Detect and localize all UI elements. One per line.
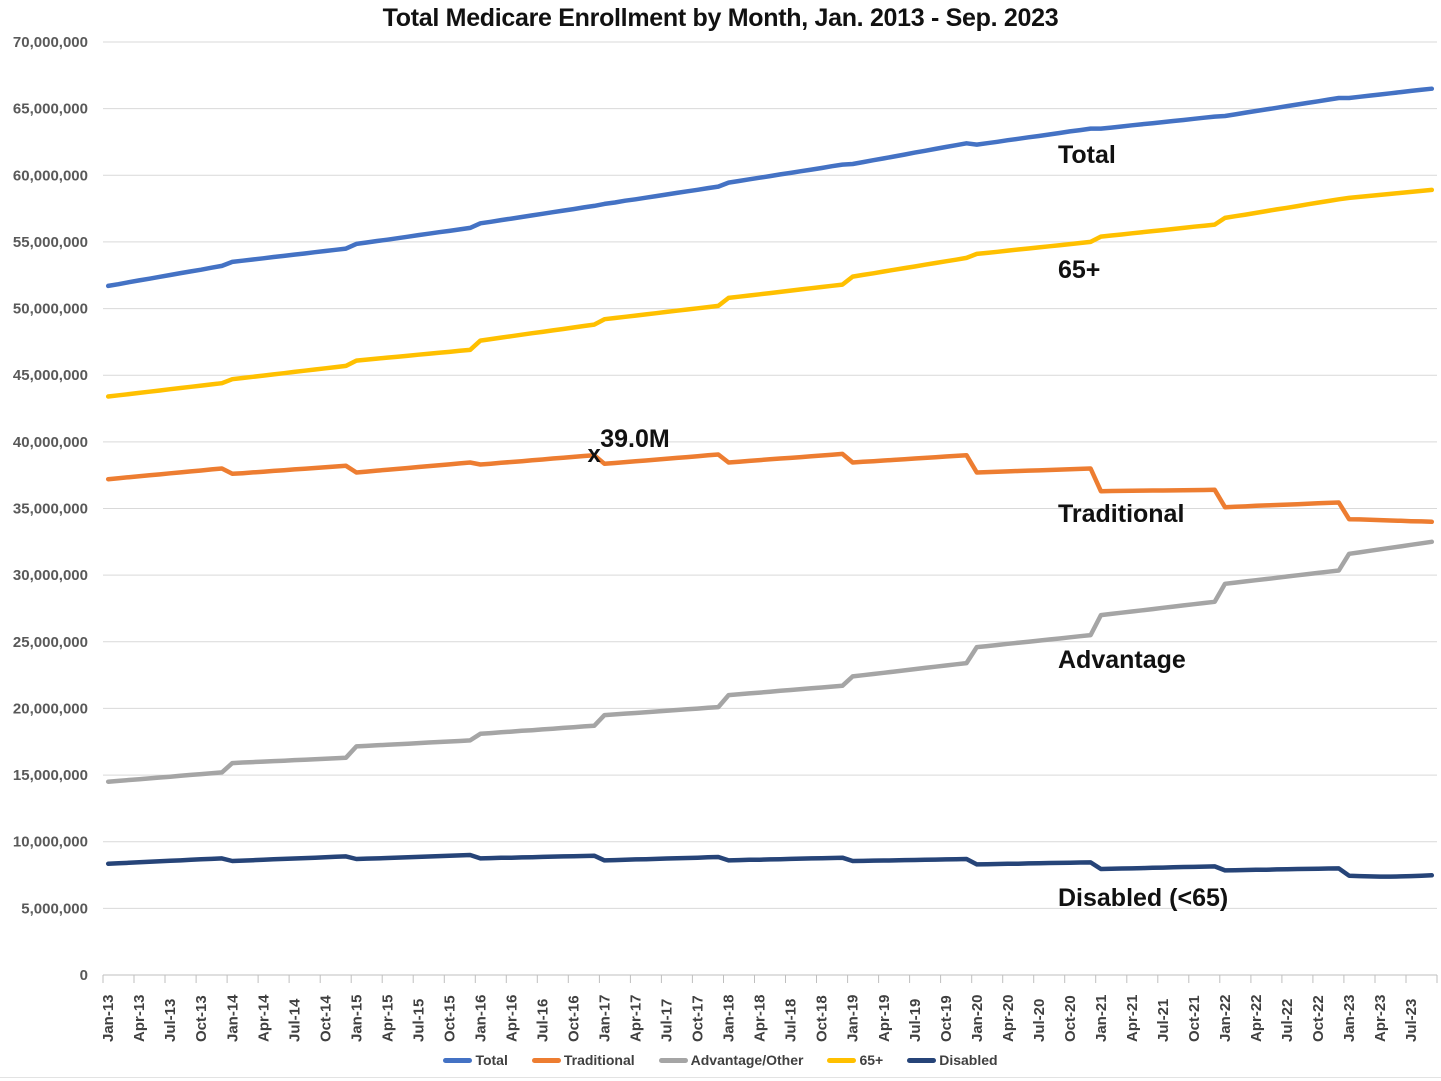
legend-item-advantage-other: Advantage/Other bbox=[658, 1052, 804, 1068]
chart-legend: Total Traditional Advantage/Other 65+ Disabl… bbox=[0, 1048, 1441, 1072]
x-axis-label: Jan-22 bbox=[1217, 994, 1234, 1042]
x-axis-label: Apr-13 bbox=[131, 994, 148, 1042]
y-axis-label: 50,000,000 bbox=[13, 301, 88, 318]
chart-bottom-border bbox=[0, 1077, 1441, 1078]
x-axis-label: Oct-15 bbox=[441, 995, 458, 1042]
x-axis-label: Apr-18 bbox=[752, 994, 769, 1042]
y-axis-label: 40,000,000 bbox=[13, 434, 88, 451]
series-line-traditional bbox=[105, 451, 1435, 525]
x-axis-label: Jan-13 bbox=[100, 994, 117, 1042]
y-axis-label: 35,000,000 bbox=[13, 501, 88, 518]
series-line-total bbox=[105, 86, 1435, 289]
x-axis-label: Jul-16 bbox=[535, 999, 552, 1042]
x-axis-label: Apr-16 bbox=[504, 994, 521, 1042]
x-axis-label: Jul-21 bbox=[1155, 999, 1172, 1042]
x-axis-label: Jan-21 bbox=[1093, 994, 1110, 1042]
x-axis-label: Jul-14 bbox=[286, 998, 303, 1042]
legend-swatch-icon bbox=[658, 1057, 688, 1063]
legend-item-65: 65+ bbox=[827, 1052, 883, 1068]
legend-label: Disabled bbox=[939, 1052, 998, 1068]
y-axis-label: 15,000,000 bbox=[13, 767, 88, 784]
x-axis-label: Jul-22 bbox=[1279, 999, 1296, 1042]
y-axis-label: 45,000,000 bbox=[13, 367, 88, 384]
x-axis-label: Jul-15 bbox=[410, 999, 427, 1042]
x-axis-label: Oct-21 bbox=[1186, 995, 1203, 1042]
x-axis-label: Jan-23 bbox=[1341, 994, 1358, 1042]
x-axis-label: Oct-20 bbox=[1062, 995, 1079, 1042]
x-axis-label: Jan-14 bbox=[224, 994, 241, 1042]
series-inline-label-total: Total bbox=[1058, 141, 1116, 169]
legend-swatch-icon bbox=[827, 1057, 857, 1063]
x-axis-label: Jan-20 bbox=[969, 994, 986, 1042]
x-axis-label: Apr-22 bbox=[1248, 994, 1265, 1042]
x-axis-label: Jan-18 bbox=[721, 994, 738, 1042]
chart-title: Total Medicare Enrollment by Month, Jan.… bbox=[382, 4, 1059, 32]
annotation-marker-x: x bbox=[588, 441, 602, 468]
x-axis-label: Apr-14 bbox=[255, 994, 272, 1042]
legend-item-total: Total bbox=[443, 1052, 508, 1068]
legend-swatch-icon bbox=[531, 1057, 561, 1063]
legend-swatch-icon bbox=[443, 1057, 473, 1063]
y-axis-label: 20,000,000 bbox=[13, 700, 88, 717]
x-axis-label: Jan-19 bbox=[845, 994, 862, 1042]
x-axis-label: Apr-20 bbox=[1000, 994, 1017, 1042]
x-axis-label: Jul-13 bbox=[162, 999, 179, 1042]
legend-label: Traditional bbox=[563, 1052, 635, 1068]
series-line-disabled bbox=[105, 852, 1435, 879]
y-axis-label: 5,000,000 bbox=[21, 900, 88, 917]
x-axis-label: Oct-17 bbox=[690, 995, 707, 1042]
y-axis-label: 55,000,000 bbox=[13, 234, 88, 251]
x-axis-label: Apr-21 bbox=[1124, 994, 1141, 1042]
x-axis-label: Oct-13 bbox=[193, 995, 210, 1042]
x-axis-label: Apr-15 bbox=[379, 994, 396, 1042]
legend-item-disabled: Disabled bbox=[907, 1052, 998, 1068]
series-inline-label-65: 65+ bbox=[1058, 256, 1100, 284]
x-axis-label: Jul-17 bbox=[659, 999, 676, 1042]
x-axis-label: Apr-17 bbox=[628, 994, 645, 1042]
y-axis-label: 10,000,000 bbox=[13, 834, 88, 851]
x-axis-label: Oct-22 bbox=[1310, 995, 1327, 1042]
x-axis-label: Jul-18 bbox=[783, 999, 800, 1042]
series-line-65 bbox=[105, 187, 1435, 399]
y-axis-label: 0 bbox=[80, 967, 88, 984]
x-axis-label: Apr-19 bbox=[876, 994, 893, 1042]
x-axis-label: Jan-15 bbox=[348, 994, 365, 1042]
y-axis-label: 65,000,000 bbox=[13, 101, 88, 118]
y-axis-label: 30,000,000 bbox=[13, 567, 88, 584]
x-axis-label: Oct-14 bbox=[317, 995, 334, 1042]
series-inline-label-advantage: Advantage bbox=[1058, 646, 1186, 674]
y-axis-label: 25,000,000 bbox=[13, 634, 88, 651]
y-axis-label: 60,000,000 bbox=[13, 167, 88, 184]
x-axis-label: Jul-23 bbox=[1403, 999, 1420, 1042]
legend-swatch-icon bbox=[907, 1057, 937, 1063]
series-inline-label-disabled-65: Disabled (<65) bbox=[1058, 884, 1228, 912]
annotation-value-label: 39.0M bbox=[600, 425, 669, 453]
legend-label: 65+ bbox=[859, 1052, 884, 1068]
x-axis-label: Jan-17 bbox=[597, 994, 614, 1042]
series-inline-label-traditional: Traditional bbox=[1058, 500, 1184, 528]
legend-label: Advantage/Other bbox=[690, 1052, 804, 1068]
x-axis-label: Jul-20 bbox=[1031, 999, 1048, 1042]
x-axis-label: Apr-23 bbox=[1372, 994, 1389, 1042]
x-axis-label: Jan-16 bbox=[472, 994, 489, 1042]
legend-item-traditional: Traditional bbox=[531, 1052, 635, 1068]
x-axis-label: Oct-16 bbox=[566, 995, 583, 1042]
y-axis-label: 70,000,000 bbox=[13, 34, 88, 51]
x-axis-label: Oct-19 bbox=[938, 995, 955, 1042]
legend-label: Total bbox=[475, 1052, 508, 1068]
series-line-advantage-other bbox=[105, 539, 1435, 784]
x-axis-label: Jul-19 bbox=[907, 999, 924, 1042]
x-axis-label: Oct-18 bbox=[814, 995, 831, 1042]
